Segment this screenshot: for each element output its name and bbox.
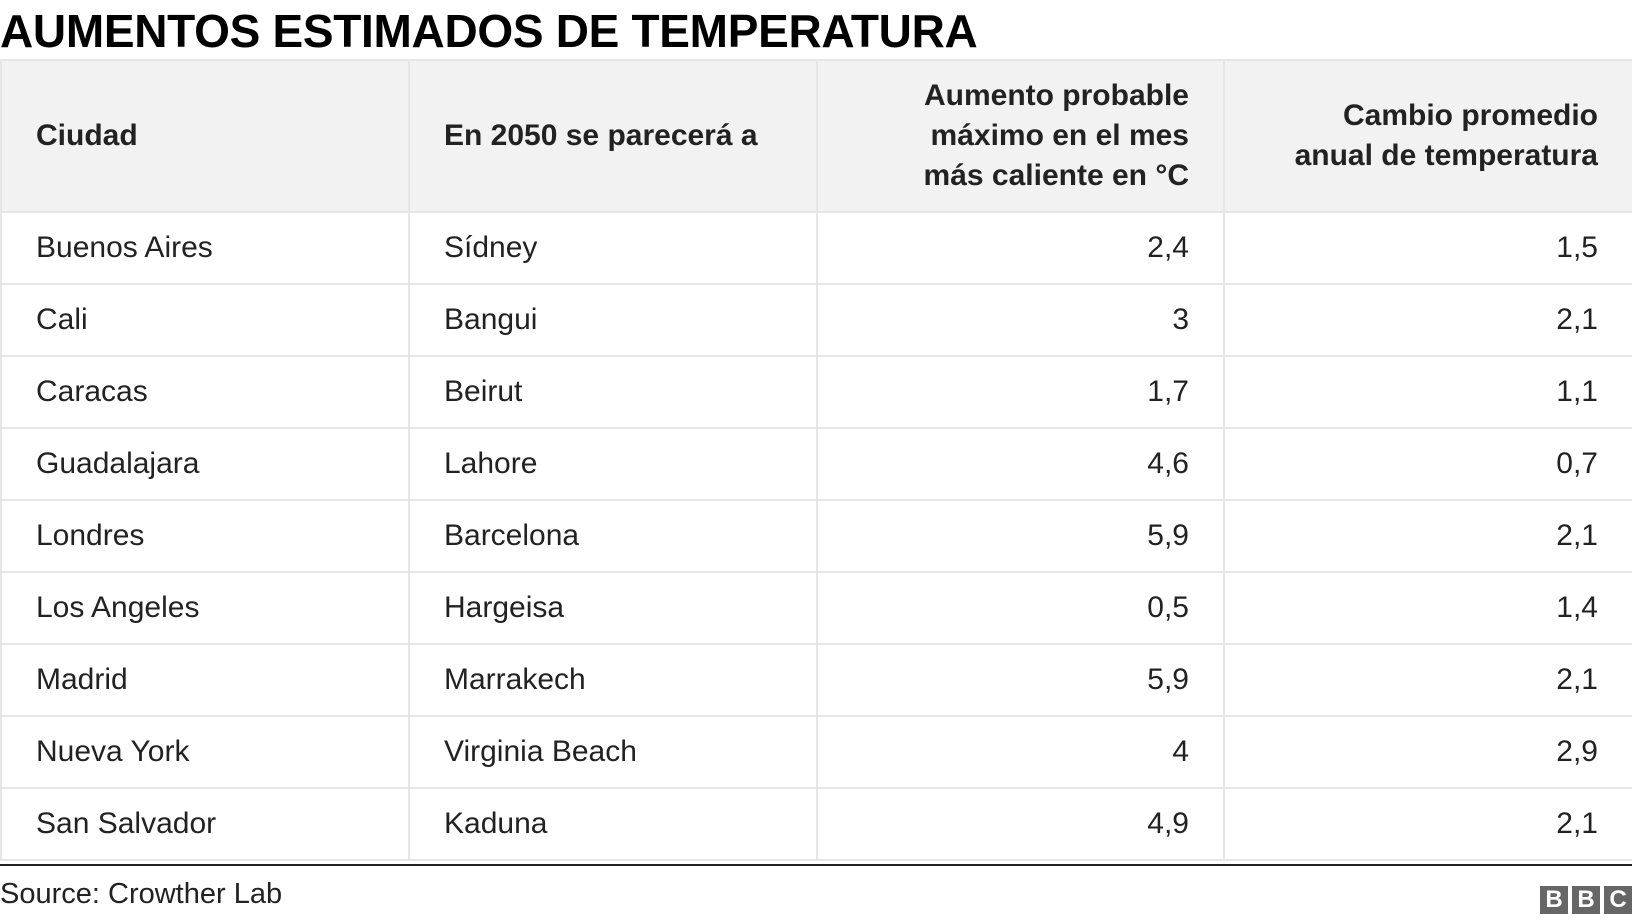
table-body: Buenos Aires Sídney 2,4 1,5 Cali Bangui 3 2,1 Ca… [0,211,1632,861]
table-cell: 5,9 [816,643,1225,717]
table-cell: 5,9 [816,499,1225,573]
data-table: Ciudad En 2050 se parecerá a Aumento proba… [0,59,1632,861]
table-cell: Sídney [408,211,818,285]
table-row: Madrid Marrakech 5,9 2,1 [0,643,1632,717]
table-row: Caracas Beirut 1,7 1,1 [0,355,1632,429]
table-cell: Buenos Aires [0,211,410,285]
table-cell: 1,1 [1223,355,1632,429]
table-cell: 2,1 [1223,643,1632,717]
table-cell: 0,7 [1223,427,1632,501]
table-row: Cali Bangui 3 2,1 [0,283,1632,357]
title: AUMENTOS ESTIMADOS DE TEMPERATURA [0,5,978,57]
table-cell: 2,1 [1223,499,1632,573]
header-row: Ciudad En 2050 se parecerá a Aumento proba… [0,59,1632,213]
table-row: Los Angeles Hargeisa 0,5 1,4 [0,571,1632,645]
table-cell: Londres [0,499,410,573]
column-header-text: Aumento probable máximo en el mes más ca… [923,79,1189,192]
table-cell: 1,4 [1223,571,1632,645]
table-cell: 3 [816,283,1225,357]
table-cell: Los Angeles [0,571,410,645]
table-cell: Virginia Beach [408,715,818,789]
column-header-text: Cambio promedio anual de temperatura [1294,99,1598,172]
logo-letter: C [1604,886,1632,914]
table-cell: 4 [816,715,1225,789]
table-row: Guadalajara Lahore 4,6 0,7 [0,427,1632,501]
table-cell: 1,5 [1223,211,1632,285]
table-cell: 4,9 [816,787,1225,861]
table-cell: 2,9 [1223,715,1632,789]
table-row: Buenos Aires Sídney 2,4 1,5 [0,211,1632,285]
table-cell: Lahore [408,427,818,501]
table-cell: Guadalajara [0,427,410,501]
table-cell: Barcelona [408,499,818,573]
table-cell: 1,7 [816,355,1225,429]
table-cell: Madrid [0,643,410,717]
table-cell: Bangui [408,283,818,357]
table-cell: Kaduna [408,787,818,861]
table-cell: 2,1 [1223,283,1632,357]
table-cell: Caracas [0,355,410,429]
table-cell: Hargeisa [408,571,818,645]
source: Source: Crowther Lab [0,878,283,910]
column-header: Cambio promedio anual de temperatura [1223,59,1632,213]
table-cell: Nueva York [0,715,410,789]
logo-letter: B [1572,886,1600,914]
table-cell: 2,4 [816,211,1225,285]
column-header: Ciudad [0,59,410,213]
table-cell: 2,1 [1223,787,1632,861]
table-row: San Salvador Kaduna 4,9 2,1 [0,787,1632,861]
table-cell: San Salvador [0,787,410,861]
table-header: Ciudad En 2050 se parecerá a Aumento proba… [0,59,1632,213]
table-cell: 4,6 [816,427,1225,501]
table-cell: Marrakech [408,643,818,717]
table-row: Londres Barcelona 5,9 2,1 [0,499,1632,573]
table-cell: 0,5 [816,571,1225,645]
column-header: Aumento probable máximo en el mes más ca… [816,59,1225,213]
table-cell: Cali [0,283,410,357]
table-cell: Beirut [408,355,818,429]
table-row: Nueva York Virginia Beach 4 2,9 [0,715,1632,789]
logo-letter: B [1540,886,1568,914]
column-header: En 2050 se parecerá a [408,59,818,213]
footer-rule [0,864,1632,866]
